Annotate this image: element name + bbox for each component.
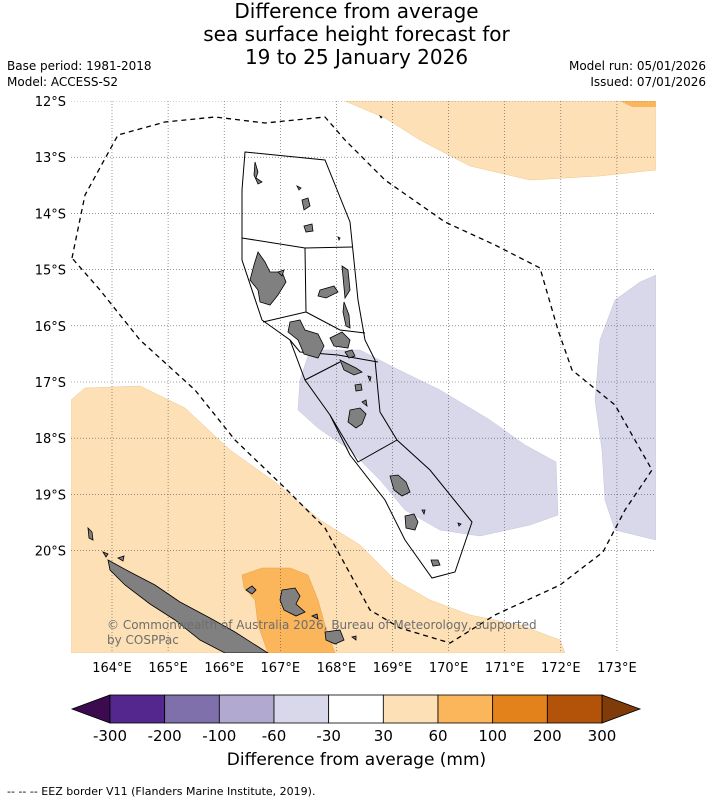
lon-tick-label: 166°E — [204, 661, 244, 676]
colorbar-tick-label: -100 — [202, 727, 236, 745]
lon-tick-label: 173°E — [597, 661, 637, 676]
colorbar-segment — [109, 694, 166, 724]
anomaly-above-southwest — [71, 385, 566, 653]
colorbar-segment — [218, 694, 275, 724]
colorbar-segment — [164, 694, 220, 724]
copyright-line-2: by COSPPac — [107, 633, 179, 647]
eez-border — [71, 116, 653, 644]
lon-tick-label: 171°E — [485, 661, 525, 676]
colorbar-segment — [546, 694, 603, 724]
lat-tick-label: 14°S — [35, 207, 66, 222]
lon-tick-label: 167°E — [261, 661, 301, 676]
footnote: -- -- -- EEZ border V11 (Flanders Marine… — [7, 785, 316, 798]
colorbar-tick-label: -60 — [262, 727, 287, 745]
lon-tick-label: 169°E — [373, 661, 413, 676]
colorbar-tick-label: 60 — [428, 727, 447, 745]
province-boundaries — [241, 151, 473, 579]
meta-left: Base period: 1981-2018 Model: ACCESS-S2 — [7, 58, 152, 90]
colorbar-label: Difference from average (mm) — [226, 750, 487, 770]
lat-tick-label: 20°S — [35, 545, 66, 560]
colorbar-tick-label: 100 — [478, 727, 507, 745]
colorbar-tick-label: 200 — [533, 727, 562, 745]
colorbar-segment — [437, 694, 494, 724]
lat-tick-label: 19°S — [35, 488, 66, 503]
lon-tick-label: 172°E — [541, 661, 581, 676]
title-line-1: Difference from average — [234, 0, 479, 23]
colorbar-segment — [273, 694, 330, 724]
colorbar-over-arrow — [601, 694, 642, 724]
colorbar-segment — [492, 694, 548, 724]
base-period: Base period: 1981-2018 — [7, 59, 152, 73]
title-line-2: sea surface height forecast for — [203, 22, 510, 46]
lat-tick-label: 13°S — [35, 151, 66, 166]
colorbar-tick-label: -30 — [316, 727, 341, 745]
colorbar-segment — [328, 694, 384, 724]
anomaly-above-north-strong — [620, 101, 656, 107]
lat-tick-label: 17°S — [35, 376, 66, 391]
lon-tick-label: 168°E — [317, 661, 357, 676]
lon-tick-label: 165°E — [148, 661, 188, 676]
lat-tick-label: 15°S — [35, 264, 66, 279]
lat-tick-label: 18°S — [35, 432, 66, 447]
colorbar-tick-label: -200 — [148, 727, 182, 745]
colorbar-segment — [382, 694, 439, 724]
anomaly-above-north — [344, 101, 656, 181]
colorbar-tick-label: -300 — [93, 727, 127, 745]
copyright-line-1: © Commonwealth of Australia 2026, Bureau… — [107, 618, 537, 632]
lon-tick-label: 170°E — [429, 661, 469, 676]
title-line-3: 19 to 25 January 2026 — [244, 45, 469, 69]
map-area — [71, 101, 656, 653]
lon-tick-label: 164°E — [92, 661, 132, 676]
lat-tick-label: 12°S — [35, 95, 66, 110]
meta-right: Model run: 05/01/2026 Issued: 07/01/2026 — [569, 58, 706, 90]
issued-date: Issued: 07/01/2026 — [590, 75, 706, 89]
colorbar-tick-label: 30 — [374, 727, 393, 745]
colorbar-tick-label: 300 — [588, 727, 617, 745]
model-name: Model: ACCESS-S2 — [7, 75, 119, 89]
colorbar-under-arrow — [70, 694, 111, 724]
land-islands — [87, 115, 462, 653]
latitude-labels: 12°S 13°S 14°S 15°S 16°S 17°S 18°S 19°S 20°S — [35, 95, 66, 560]
lat-tick-label: 16°S — [35, 320, 66, 335]
anomaly-below-east — [594, 274, 656, 541]
colorbar: -300 -200 -100 -60 -30 30 60 100 200 300 — [70, 694, 642, 745]
longitude-labels: 164°E 165°E 166°E 167°E 168°E 169°E 170°E 171°E… — [92, 661, 636, 676]
lat-lon-grid — [71, 101, 656, 653]
chart-title: Difference from average sea surface heig… — [0, 0, 713, 69]
model-run: Model run: 05/01/2026 — [568, 59, 706, 73]
